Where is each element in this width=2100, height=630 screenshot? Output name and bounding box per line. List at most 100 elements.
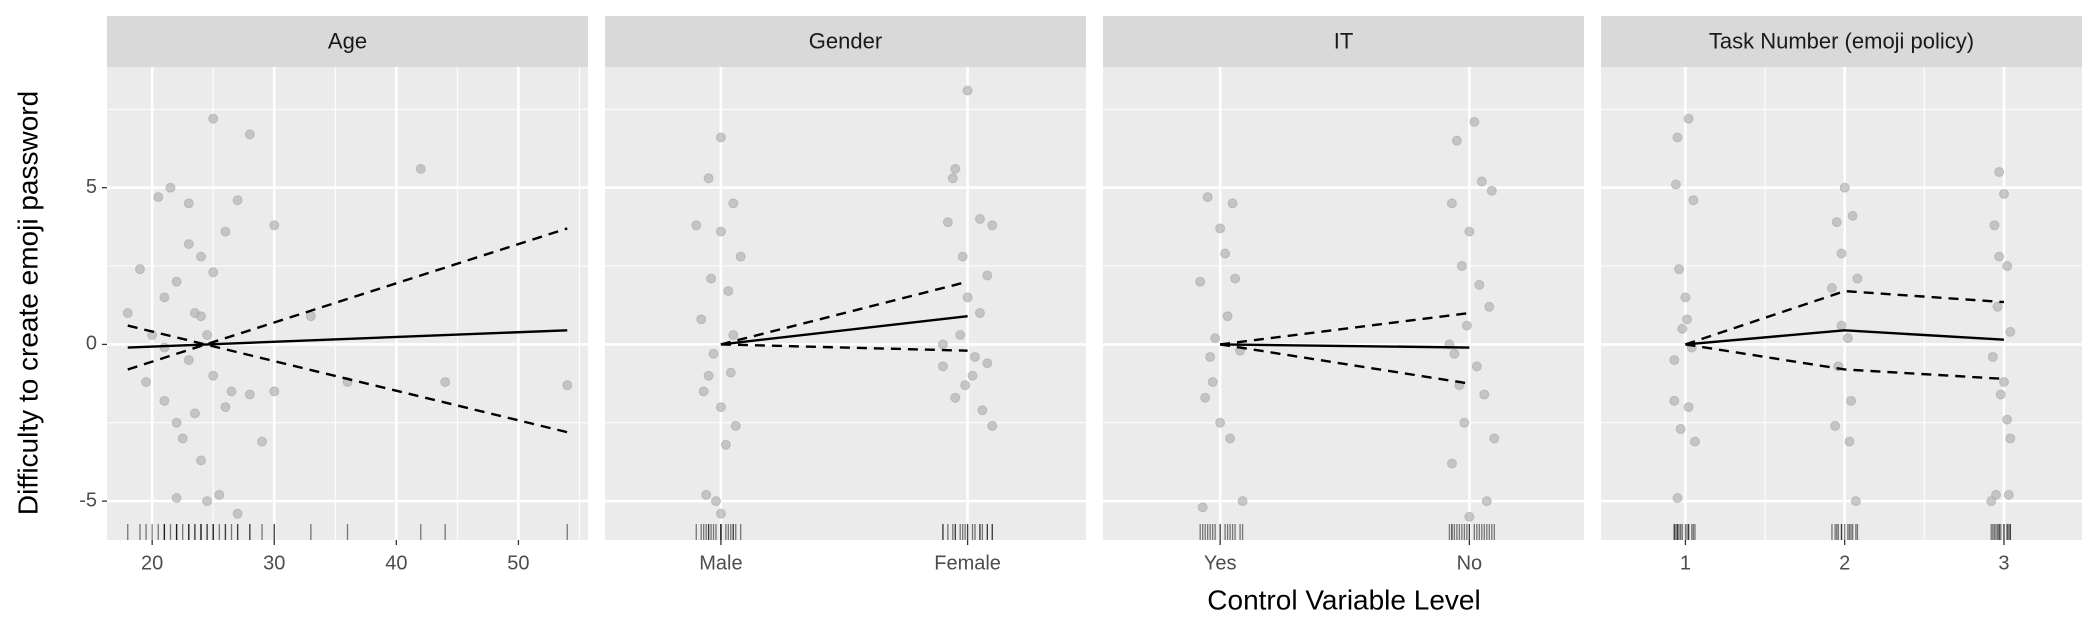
x-tick-label: 20	[141, 552, 163, 574]
point	[715, 402, 726, 413]
point	[1200, 392, 1211, 403]
point	[1826, 282, 1837, 293]
point	[1461, 320, 1472, 331]
point	[706, 273, 717, 284]
point	[987, 220, 998, 231]
point	[715, 508, 726, 519]
point	[1672, 492, 1683, 503]
point	[1456, 261, 1467, 272]
point	[1225, 433, 1236, 444]
strip-background	[1601, 16, 2082, 67]
point	[691, 220, 702, 231]
fit-line	[1685, 289, 2005, 346]
point	[1220, 248, 1231, 259]
point	[1227, 198, 1238, 209]
point	[1474, 279, 1485, 290]
point	[1202, 192, 1213, 203]
point	[232, 195, 243, 206]
point	[1847, 210, 1858, 221]
point	[1986, 496, 1997, 507]
point	[1831, 217, 1842, 228]
x-tick-label: Yes	[1204, 552, 1237, 574]
x-tick-label: 2	[1839, 552, 1850, 574]
point	[970, 351, 980, 362]
point	[955, 330, 966, 341]
point	[562, 380, 573, 391]
strip-title: Age	[328, 28, 367, 53]
point	[1689, 436, 1700, 447]
point	[440, 377, 451, 388]
point	[1992, 301, 2003, 312]
y-tick-label: -5	[79, 489, 97, 511]
point	[1484, 301, 1495, 312]
point	[171, 276, 182, 287]
point	[1998, 377, 2009, 388]
fit-line	[1219, 311, 1470, 346]
point	[2005, 433, 2016, 444]
point	[1449, 348, 1460, 359]
point	[208, 113, 219, 124]
point	[723, 286, 734, 297]
point	[269, 386, 280, 397]
point	[1210, 333, 1221, 344]
point	[967, 370, 978, 381]
point	[1237, 496, 1248, 507]
fit-line	[1219, 343, 1470, 385]
point	[226, 386, 237, 397]
point	[1987, 351, 1998, 362]
point	[974, 308, 985, 319]
x-tick-label: 30	[263, 552, 285, 574]
point	[947, 173, 958, 184]
point	[183, 355, 194, 366]
point	[189, 408, 200, 419]
point	[153, 192, 164, 203]
point	[735, 251, 746, 262]
point	[171, 492, 182, 503]
point	[220, 402, 231, 413]
point	[696, 314, 707, 325]
x-tick-label: No	[1457, 552, 1483, 574]
fit-line	[720, 315, 968, 346]
fit-line	[127, 227, 568, 371]
x-tick-label: 40	[385, 552, 407, 574]
point	[1476, 176, 1487, 187]
y-tick-label: 5	[86, 176, 97, 198]
point	[1481, 496, 1492, 507]
point	[1995, 389, 2006, 400]
point	[962, 292, 973, 303]
point	[1683, 113, 1694, 124]
point	[232, 508, 243, 519]
point	[1846, 395, 1857, 406]
point	[134, 264, 145, 275]
point	[159, 395, 170, 406]
point	[974, 214, 985, 225]
point	[208, 267, 219, 278]
panel-background	[605, 67, 1086, 540]
point	[725, 367, 736, 378]
point	[1486, 185, 1497, 196]
point	[1836, 320, 1847, 331]
fit-line	[1685, 329, 2005, 346]
point	[196, 455, 207, 466]
fit-line	[127, 329, 568, 349]
point	[2002, 414, 2013, 425]
point	[196, 251, 207, 262]
point	[962, 85, 973, 96]
point	[957, 251, 968, 262]
point	[1446, 198, 1457, 209]
point	[1989, 220, 2000, 231]
point	[728, 330, 739, 341]
point	[1215, 223, 1226, 234]
point	[214, 489, 225, 500]
point	[2005, 326, 2016, 337]
fit-line	[720, 280, 968, 346]
point	[171, 417, 182, 428]
point	[141, 377, 152, 388]
panel-background	[1601, 67, 2082, 540]
point	[1688, 195, 1699, 206]
panel-background	[107, 67, 588, 540]
point	[1830, 420, 1841, 431]
strip-background	[605, 16, 1086, 67]
point	[1680, 292, 1691, 303]
